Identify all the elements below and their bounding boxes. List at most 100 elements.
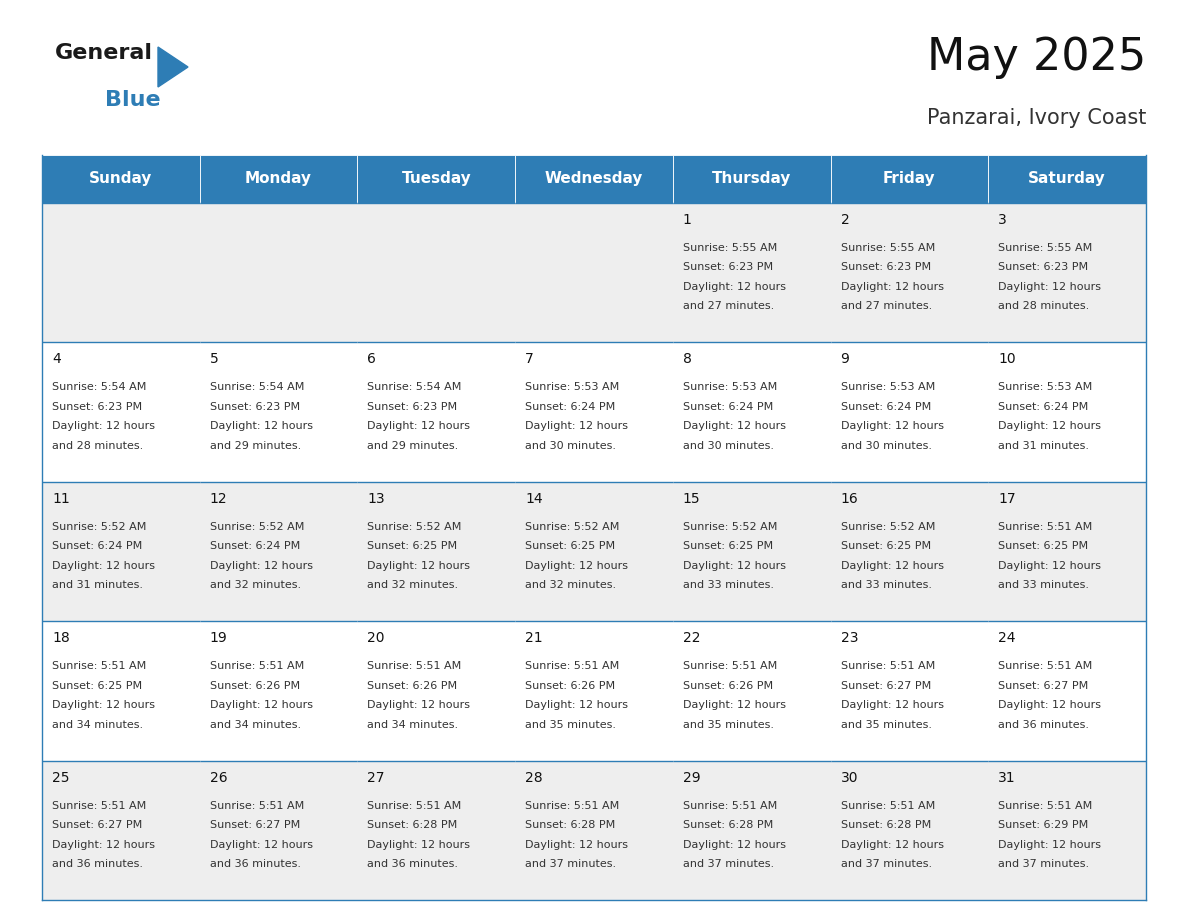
- Text: Daylight: 12 hours: Daylight: 12 hours: [683, 700, 785, 711]
- Text: Daylight: 12 hours: Daylight: 12 hours: [683, 561, 785, 571]
- Text: Sunrise: 5:53 AM: Sunrise: 5:53 AM: [841, 383, 935, 392]
- Text: Sunset: 6:26 PM: Sunset: 6:26 PM: [683, 681, 773, 690]
- Text: Sunrise: 5:51 AM: Sunrise: 5:51 AM: [683, 661, 777, 671]
- Text: Daylight: 12 hours: Daylight: 12 hours: [998, 561, 1101, 571]
- Text: May 2025: May 2025: [927, 36, 1146, 79]
- Text: Thursday: Thursday: [712, 172, 791, 186]
- Text: Daylight: 12 hours: Daylight: 12 hours: [525, 561, 628, 571]
- Text: 2: 2: [841, 213, 849, 227]
- Text: Daylight: 12 hours: Daylight: 12 hours: [210, 840, 312, 849]
- Text: Sunset: 6:23 PM: Sunset: 6:23 PM: [52, 402, 143, 412]
- Text: Sunrise: 5:51 AM: Sunrise: 5:51 AM: [998, 661, 1093, 671]
- Text: Sunset: 6:28 PM: Sunset: 6:28 PM: [367, 820, 457, 830]
- Text: Sunset: 6:24 PM: Sunset: 6:24 PM: [683, 402, 773, 412]
- Text: 13: 13: [367, 492, 385, 506]
- Text: Sunset: 6:24 PM: Sunset: 6:24 PM: [841, 402, 931, 412]
- Text: Daylight: 12 hours: Daylight: 12 hours: [841, 282, 943, 292]
- Text: and 33 minutes.: and 33 minutes.: [683, 580, 773, 590]
- Text: 24: 24: [998, 632, 1016, 645]
- Bar: [988, 621, 1146, 761]
- Text: Sunrise: 5:52 AM: Sunrise: 5:52 AM: [525, 521, 619, 532]
- Text: 6: 6: [367, 353, 377, 366]
- Bar: [672, 482, 830, 621]
- Text: 8: 8: [683, 353, 691, 366]
- Text: 19: 19: [210, 632, 227, 645]
- Text: Sunrise: 5:52 AM: Sunrise: 5:52 AM: [52, 521, 146, 532]
- Bar: [42, 482, 200, 621]
- Text: Daylight: 12 hours: Daylight: 12 hours: [841, 561, 943, 571]
- Text: Sunrise: 5:51 AM: Sunrise: 5:51 AM: [998, 800, 1093, 811]
- Text: Sunset: 6:28 PM: Sunset: 6:28 PM: [683, 820, 773, 830]
- Polygon shape: [158, 47, 188, 87]
- Text: 20: 20: [367, 632, 385, 645]
- Bar: [358, 203, 516, 342]
- Text: 7: 7: [525, 353, 533, 366]
- Text: Sunset: 6:24 PM: Sunset: 6:24 PM: [52, 542, 143, 552]
- Bar: [358, 761, 516, 900]
- Text: 16: 16: [841, 492, 858, 506]
- Text: Daylight: 12 hours: Daylight: 12 hours: [683, 421, 785, 431]
- Text: Daylight: 12 hours: Daylight: 12 hours: [52, 840, 154, 849]
- Bar: [988, 342, 1146, 482]
- Text: and 32 minutes.: and 32 minutes.: [367, 580, 459, 590]
- Bar: [358, 482, 516, 621]
- Text: Daylight: 12 hours: Daylight: 12 hours: [52, 700, 154, 711]
- Text: and 31 minutes.: and 31 minutes.: [52, 580, 143, 590]
- Bar: [516, 155, 672, 203]
- Bar: [42, 342, 200, 482]
- Text: Sunrise: 5:51 AM: Sunrise: 5:51 AM: [841, 661, 935, 671]
- Text: Daylight: 12 hours: Daylight: 12 hours: [210, 421, 312, 431]
- Text: 14: 14: [525, 492, 543, 506]
- Text: Sunset: 6:27 PM: Sunset: 6:27 PM: [841, 681, 931, 690]
- Text: Sunrise: 5:53 AM: Sunrise: 5:53 AM: [998, 383, 1093, 392]
- Text: 3: 3: [998, 213, 1007, 227]
- Text: 26: 26: [210, 770, 227, 785]
- Text: and 36 minutes.: and 36 minutes.: [998, 720, 1089, 730]
- Text: Sunset: 6:23 PM: Sunset: 6:23 PM: [683, 263, 773, 273]
- Text: Sunset: 6:25 PM: Sunset: 6:25 PM: [52, 681, 143, 690]
- Text: and 36 minutes.: and 36 minutes.: [367, 859, 459, 869]
- Text: 1: 1: [683, 213, 691, 227]
- Bar: [516, 621, 672, 761]
- Bar: [988, 155, 1146, 203]
- Bar: [358, 155, 516, 203]
- Text: 27: 27: [367, 770, 385, 785]
- Text: Sunrise: 5:51 AM: Sunrise: 5:51 AM: [841, 800, 935, 811]
- Text: Sunset: 6:27 PM: Sunset: 6:27 PM: [998, 681, 1088, 690]
- Bar: [830, 203, 988, 342]
- Text: Sunset: 6:26 PM: Sunset: 6:26 PM: [210, 681, 299, 690]
- Text: 30: 30: [841, 770, 858, 785]
- Text: and 35 minutes.: and 35 minutes.: [841, 720, 931, 730]
- Bar: [988, 203, 1146, 342]
- Bar: [200, 155, 358, 203]
- Text: Sunrise: 5:52 AM: Sunrise: 5:52 AM: [841, 521, 935, 532]
- Bar: [42, 761, 200, 900]
- Text: Sunset: 6:28 PM: Sunset: 6:28 PM: [841, 820, 931, 830]
- Text: Daylight: 12 hours: Daylight: 12 hours: [683, 282, 785, 292]
- Bar: [830, 342, 988, 482]
- Text: 4: 4: [52, 353, 61, 366]
- Text: Daylight: 12 hours: Daylight: 12 hours: [998, 840, 1101, 849]
- Bar: [516, 342, 672, 482]
- Text: Wednesday: Wednesday: [545, 172, 643, 186]
- Bar: [830, 482, 988, 621]
- Text: Sunrise: 5:54 AM: Sunrise: 5:54 AM: [210, 383, 304, 392]
- Bar: [830, 621, 988, 761]
- Bar: [200, 761, 358, 900]
- Bar: [200, 621, 358, 761]
- Text: 15: 15: [683, 492, 701, 506]
- Text: Tuesday: Tuesday: [402, 172, 472, 186]
- Text: Sunrise: 5:51 AM: Sunrise: 5:51 AM: [683, 800, 777, 811]
- Bar: [672, 155, 830, 203]
- Text: Sunset: 6:24 PM: Sunset: 6:24 PM: [525, 402, 615, 412]
- Bar: [200, 342, 358, 482]
- Text: 21: 21: [525, 632, 543, 645]
- Bar: [672, 621, 830, 761]
- Text: 11: 11: [52, 492, 70, 506]
- Bar: [672, 342, 830, 482]
- Text: Sunset: 6:26 PM: Sunset: 6:26 PM: [367, 681, 457, 690]
- Text: Daylight: 12 hours: Daylight: 12 hours: [841, 700, 943, 711]
- Bar: [988, 482, 1146, 621]
- Text: Daylight: 12 hours: Daylight: 12 hours: [367, 840, 470, 849]
- Text: Saturday: Saturday: [1029, 172, 1106, 186]
